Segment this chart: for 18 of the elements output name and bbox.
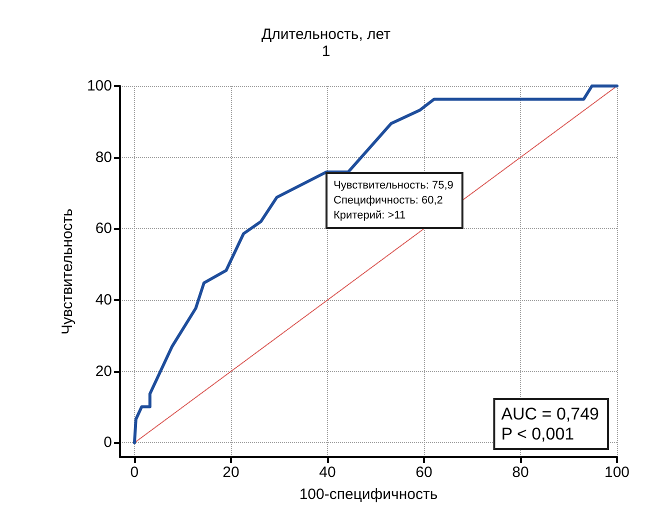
x-axis-title: 100-специфичность [299,486,438,503]
x-tick-label: 0 [130,464,139,481]
x-tick-label: 80 [512,464,529,481]
y-axis-title: Чувствительность [59,208,76,334]
x-tick-label: 20 [222,464,240,481]
y-tick-label: 0 [104,434,112,452]
chart-title: Длительность, лет [261,26,391,43]
y-tick-label: 80 [95,148,112,166]
chart-subtitle: 1 [322,43,330,60]
x-tick-label: 60 [416,464,432,481]
annotation: AUC = 0,749 P < 0,001 [501,404,600,444]
y-tick-label: 40 [95,292,112,309]
y-tick-label: 100 [86,78,112,94]
y-tick-label: 20 [95,362,112,380]
y-tick-label: 60 [95,220,112,238]
annotation: Чувствительность: 75,9 Специфичность: 60,2 Критерий: >11 [334,179,454,222]
x-tick-label: 40 [319,464,336,481]
x-tick-label: 100 [604,464,630,481]
